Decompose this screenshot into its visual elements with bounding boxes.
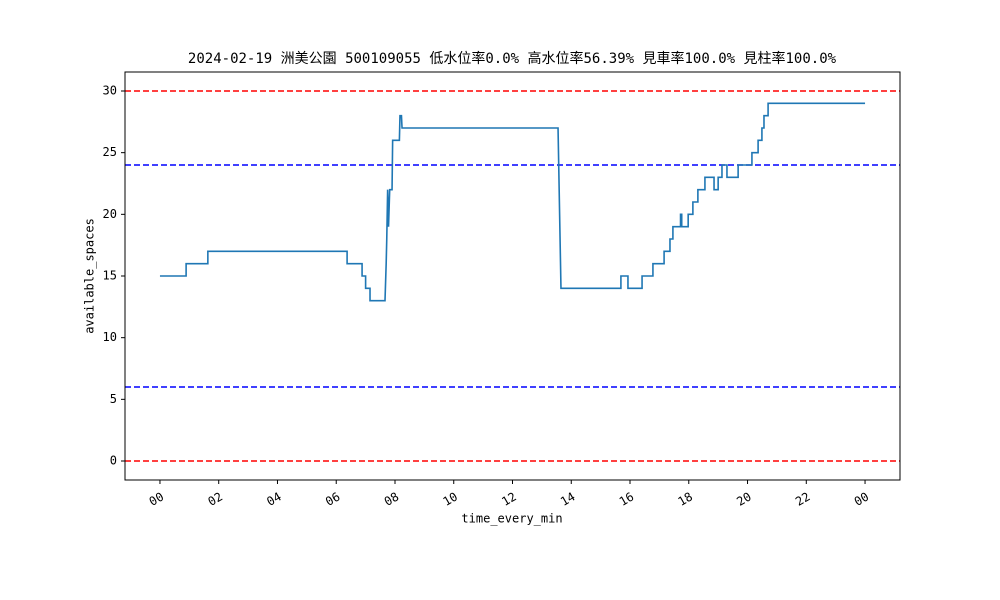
x-axis-label: time_every_min <box>461 512 562 526</box>
x-tick-label: 04 <box>264 490 284 509</box>
x-tick-label: 22 <box>793 490 813 509</box>
x-tick-label: 12 <box>499 490 519 509</box>
x-tick-label: 08 <box>382 490 402 509</box>
plot-frame <box>124 71 901 481</box>
x-tick-label: 14 <box>558 490 578 509</box>
x-tick-label: 06 <box>323 490 343 509</box>
x-tick-label: 10 <box>440 490 460 509</box>
y-tick-label: 5 <box>110 392 117 406</box>
x-tick-label: 16 <box>617 490 637 509</box>
chart-title: 2024-02-19 洲美公園 500109055 低水位率0.0% 高水位率5… <box>188 50 837 67</box>
y-tick-label: 30 <box>103 83 117 97</box>
y-tick-label: 10 <box>103 330 117 344</box>
y-tick-label: 0 <box>110 454 117 468</box>
x-tick-label: 18 <box>676 490 696 509</box>
data-line <box>159 102 866 302</box>
x-tick-label: 00 <box>147 490 167 509</box>
y-tick-label: 15 <box>103 269 117 283</box>
y-tick-label: 25 <box>103 145 117 159</box>
y-tick-label: 20 <box>103 207 117 221</box>
x-tick-label: 02 <box>205 490 225 509</box>
x-tick-label: 00 <box>852 490 872 509</box>
y-axis-label: available_spaces <box>83 218 97 334</box>
x-tick-label: 20 <box>734 490 754 509</box>
